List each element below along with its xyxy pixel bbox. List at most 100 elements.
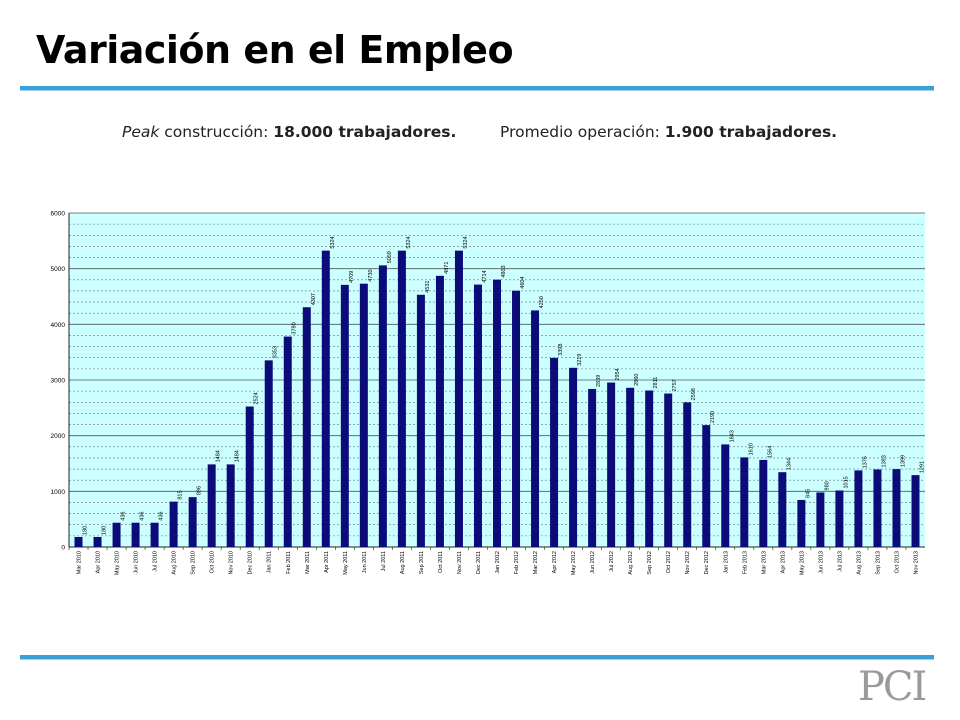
x-tick-label: Mar 2013: [761, 551, 767, 574]
data-label: 1399: [900, 455, 906, 467]
x-tick-label: May 2010: [115, 551, 121, 575]
x-tick-label: Dec 2011: [476, 551, 482, 574]
data-label: 3219: [577, 354, 583, 366]
x-tick-label: Aug 2013: [856, 551, 862, 575]
data-label: 5324: [463, 236, 469, 248]
data-label: 1484: [235, 450, 241, 462]
x-tick-label: Sep 2013: [875, 551, 881, 575]
bar: [169, 501, 178, 547]
bar: [416, 294, 425, 547]
data-label: 4604: [520, 276, 526, 288]
bar: [207, 464, 216, 547]
data-label: 1344: [786, 458, 792, 470]
x-tick-label: Feb 2011: [286, 551, 292, 574]
average-value: 1.900 trabajadores.: [664, 123, 838, 141]
x-tick-label: May 2012: [571, 551, 577, 575]
data-label: 180: [83, 526, 89, 535]
x-tick-label: May 2011: [343, 551, 349, 575]
bar: [569, 367, 578, 547]
x-tick-label: Jun 2013: [818, 551, 824, 574]
x-tick-label: Nov 2011: [457, 551, 463, 574]
bar: [359, 283, 368, 547]
employment-bar-chart: 0 1000 2000 3000 4000 5000 6000 180 Mar 2010 180 A…: [42, 205, 928, 590]
x-tick-label: Aug 2010: [172, 551, 178, 575]
x-tick-label: Dec 2012: [704, 551, 710, 575]
bar: [607, 382, 616, 547]
data-label: 1376: [862, 456, 868, 468]
bar: [321, 250, 330, 547]
data-label: 3353: [273, 346, 279, 358]
x-tick-label: Dec 2010: [248, 551, 254, 575]
data-label: 2757: [672, 379, 678, 391]
x-tick-label: Oct 2010: [210, 551, 216, 573]
data-label: 1393: [881, 455, 887, 467]
x-tick-label: Apr 2011: [324, 551, 330, 573]
x-tick-label: Oct 2013: [894, 551, 900, 573]
bar: [645, 390, 654, 547]
x-tick-label: Jul 2010: [153, 551, 159, 572]
peak-text: construcción:: [159, 123, 274, 141]
x-tick-label: Apr 2010: [96, 551, 102, 573]
data-label: 896: [197, 486, 203, 495]
data-label: 1015: [843, 476, 849, 488]
company-logo: PCI: [858, 664, 927, 710]
x-tick-label: Nov 2013: [913, 551, 919, 575]
data-label: 4250: [539, 296, 545, 308]
data-label: 2954: [615, 368, 621, 380]
bar: [435, 275, 444, 547]
average-operation-note: Promedio operación: 1.900 trabajadores.: [500, 123, 837, 141]
bar: [512, 290, 521, 547]
data-label: 436: [159, 512, 165, 521]
data-label: 980: [824, 481, 830, 490]
bar: [892, 469, 901, 547]
y-tick-label: 1000: [51, 489, 66, 496]
bar: [473, 284, 482, 547]
x-tick-label: Jul 2013: [837, 551, 843, 572]
bar: [74, 536, 83, 547]
data-label: 180: [102, 526, 108, 535]
bar: [131, 522, 140, 547]
bar: [835, 490, 844, 547]
data-label: 4714: [482, 270, 488, 282]
bar: [550, 357, 559, 547]
x-tick-label: Sep 2011: [419, 551, 425, 574]
bar: [797, 499, 806, 547]
data-label: 2524: [254, 392, 260, 404]
x-tick-label: Jan 2012: [495, 551, 501, 574]
bar: [493, 279, 501, 547]
bar: [112, 522, 121, 547]
x-tick-label: May 2013: [799, 551, 805, 575]
data-label: 3780: [292, 322, 298, 334]
data-label: 1484: [216, 450, 222, 462]
bar: [911, 475, 920, 547]
peak-value: 18.000 trabajadores.: [273, 123, 457, 141]
bar: [873, 469, 882, 547]
x-tick-label: Jan 2011: [267, 551, 273, 573]
bar: [683, 402, 692, 547]
x-tick-label: Mar 2010: [77, 551, 83, 574]
bar: [778, 472, 787, 547]
x-tick-label: Apr 2012: [552, 551, 558, 573]
y-tick-label: 0: [61, 545, 65, 552]
y-tick-label: 5000: [51, 266, 66, 273]
data-label: 2860: [634, 374, 640, 386]
bar: [283, 336, 292, 547]
x-tick-label: Aug 2012: [628, 551, 634, 575]
data-label: 5324: [406, 236, 412, 248]
x-tick-label: Feb 2013: [742, 551, 748, 574]
y-tick-label: 3000: [51, 378, 66, 385]
x-tick-label: Oct 2011: [438, 551, 444, 573]
bar: [740, 457, 749, 547]
y-tick-label: 6000: [51, 211, 66, 218]
data-label: 2598: [691, 388, 697, 400]
x-tick-label: Oct 2012: [666, 551, 672, 573]
x-tick-label: Apr 2013: [780, 551, 786, 573]
data-label: 4730: [368, 269, 374, 281]
bar: [759, 459, 768, 547]
data-label: 5059: [387, 251, 393, 263]
bar: [702, 425, 711, 547]
data-label: 1564: [767, 446, 773, 458]
bottom-divider: [20, 655, 934, 660]
bar: [378, 265, 387, 547]
data-label: 815: [178, 490, 184, 499]
